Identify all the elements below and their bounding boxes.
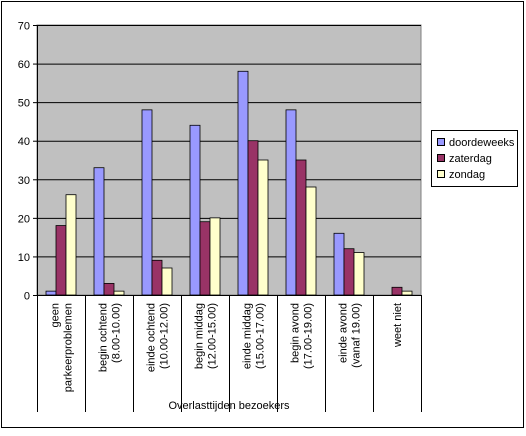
x-category-label: einde avond (vanaf 19.00) [338,303,363,368]
x-category-label: weet niet [392,303,404,348]
x-category-label: einde ochtend (10.00-12.00) [146,303,171,372]
legend-box [431,130,518,187]
x-category-label-line: parkeerproblemen [63,303,75,392]
x-category-label: begin ochtend (8.00-10.00) [98,303,123,372]
bar-zaterdag [103,283,115,296]
x-category-label-line: begin middag [194,303,206,369]
bar-doordeweeks [45,290,57,296]
y-tick-label: 70 [18,21,30,33]
bar-zaterdag [247,140,259,296]
x-category-label-line: (10.00-12.00) [159,303,171,369]
bar-zaterdag [295,159,307,296]
y-tick-label: 60 [18,59,30,71]
legend-label-zondag: zondag [449,169,485,181]
bar-zaterdag [55,225,67,296]
bar-zondag [257,159,269,296]
y-tick-label: 20 [18,213,30,225]
bar-zondag [209,217,221,296]
y-tick-label: 10 [18,252,30,264]
bar-zondag [161,267,173,296]
x-category-label-line: (12.00-15.00) [207,303,219,369]
x-category-label-line: (17.00-19.00) [303,303,315,369]
bar-zondag [305,186,317,296]
bar-zondag [401,290,413,296]
bar-doordeweeks [237,70,249,296]
x-category-label-line: einde avond [338,303,350,363]
legend-swatch-zondag [437,170,445,178]
x-category-label-line: begin avond [290,303,302,363]
bar-zondag [353,252,365,296]
x-axis-title: Overlasttijden bezoekers [168,400,290,412]
bar-zaterdag [391,286,403,296]
y-tick-label: 30 [18,175,30,187]
x-category-label-line: (vanaf 19.00) [351,303,363,368]
legend-swatch-doordeweeks [437,138,445,146]
x-category-label-line: weet niet [392,303,404,348]
bar-doordeweeks [285,109,297,296]
bar-doordeweeks [333,232,345,296]
bar-zaterdag [343,248,355,296]
bar-doordeweeks [93,167,105,296]
x-category-label: geen parkeerproblemen [50,303,75,392]
bar-zondag [113,290,125,296]
x-category-label: einde middag (15.00-17.00) [242,303,267,369]
legend-label-doordeweeks: doordeweeks [449,137,515,149]
legend-label-zaterdag: zaterdag [449,153,492,165]
x-category-label: begin middag (12.00-15.00) [194,303,219,369]
legend-swatch-zaterdag [437,154,445,162]
x-category-label-line: geen [50,303,62,327]
bar-doordeweeks [141,109,153,296]
bar-zondag [65,194,77,296]
x-category-label-line: (15.00-17.00) [255,303,267,369]
x-category-label-line: (8.00-10.00) [111,303,123,363]
bar-doordeweeks [189,124,201,296]
bar-zaterdag [151,259,163,296]
y-tick-label: 40 [18,136,30,148]
x-category-label-line: begin ochtend [98,303,110,372]
x-category-label-line: einde middag [242,303,254,369]
y-tick-label: 50 [18,98,30,110]
y-tick-label: 0 [24,291,30,303]
x-category-label-line: einde ochtend [146,303,158,372]
bar-zaterdag [199,221,211,296]
x-category-label: begin avond (17.00-19.00) [290,303,315,369]
